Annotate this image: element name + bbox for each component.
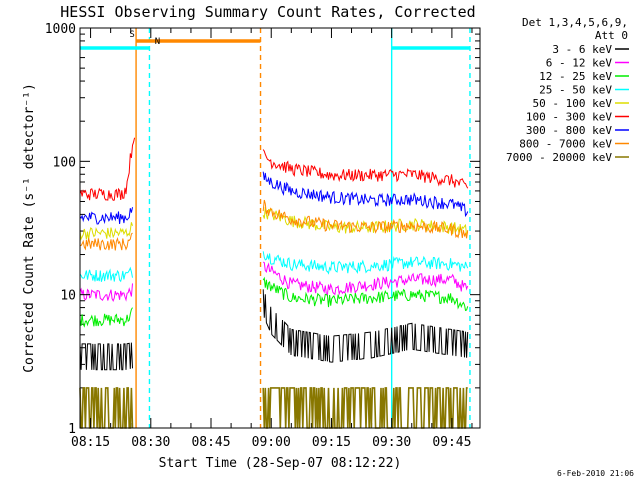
- legend-label: 3 - 6 keV: [552, 43, 612, 56]
- legend-label: 300 - 800 keV: [526, 124, 612, 137]
- series-7000-20000-kev: [79, 387, 468, 429]
- legend-header-line-2: Att 0: [595, 29, 628, 42]
- y-tick-label: 1: [68, 422, 76, 437]
- series-line: [262, 149, 469, 189]
- legend-label: 6 - 12 keV: [546, 57, 613, 70]
- series-line: [262, 276, 469, 312]
- y-axis-label: Corrected Count Rate (s⁻¹ detector⁻¹): [22, 83, 37, 373]
- series-line: [79, 342, 133, 371]
- series-line: [79, 222, 133, 241]
- x-minor-ticks: [110, 28, 473, 428]
- series-line: [79, 307, 133, 328]
- series-line: [79, 387, 134, 429]
- x-axis: 08:15 08:30 08:45 09:00 09:15 09:30 09:45: [71, 28, 471, 450]
- y-tick-label: 100: [53, 155, 76, 170]
- x-tick-label: 08:30: [131, 435, 170, 450]
- series-line: [262, 171, 469, 218]
- date-stamp: 6-Feb-2010 21:06: [557, 469, 634, 478]
- legend-label: 25 - 50 keV: [539, 84, 612, 97]
- x-tick-label: 08:15: [71, 435, 110, 450]
- series-line: [262, 206, 469, 236]
- series-6-12-kev: [79, 261, 469, 302]
- y-tick-label: 10: [60, 289, 76, 304]
- series-100-300-kev: [79, 137, 469, 201]
- flag-label: S: [129, 30, 134, 40]
- x-tick-label: 09:45: [432, 435, 471, 450]
- chart-title: HESSI Observing Summary Count Rates, Cor…: [60, 3, 475, 21]
- legend-header-line-1: Det 1,3,4,5,6,9,: [522, 16, 628, 29]
- x-tick-label: 09:00: [252, 435, 291, 450]
- series-group: [79, 137, 469, 429]
- series-line: [80, 232, 133, 251]
- flag-label: N: [155, 37, 160, 47]
- series-line: [79, 207, 133, 225]
- series-25-50-kev: [79, 251, 469, 283]
- y-tick-label: 1000: [45, 22, 76, 37]
- x-axis-label: Start Time (28-Sep-07 08:12:22): [159, 456, 402, 471]
- legend-label: 800 - 7000 keV: [519, 138, 612, 151]
- legend-label: 12 - 25 keV: [539, 70, 612, 83]
- series-line: [262, 387, 468, 429]
- series-300-800-kev: [79, 171, 469, 225]
- plot-frame: [79, 27, 481, 429]
- series-3-6-kev: [79, 289, 469, 371]
- series-12-25-kev: [79, 276, 469, 328]
- series-line: [262, 289, 469, 363]
- series-line: [262, 261, 469, 296]
- series-line: [79, 266, 133, 283]
- series-line: [79, 137, 136, 201]
- legend-label: 7000 - 20000 keV: [506, 151, 612, 164]
- legend-label: 100 - 300 keV: [526, 111, 612, 124]
- series-line: [262, 251, 469, 275]
- x-tick-label: 08:45: [191, 435, 230, 450]
- series-line: [79, 283, 133, 302]
- x-tick-label: 09:30: [372, 435, 411, 450]
- flag-bars: SN: [80, 30, 470, 50]
- y-axis: 1 10 100 1000: [45, 22, 480, 437]
- y-minor-ticks: [80, 33, 480, 389]
- x-tick-label: 09:15: [312, 435, 351, 450]
- legend-label: 50 - 100 keV: [533, 97, 613, 110]
- series-line: [262, 199, 469, 239]
- series-800-7000-kev: [80, 199, 469, 251]
